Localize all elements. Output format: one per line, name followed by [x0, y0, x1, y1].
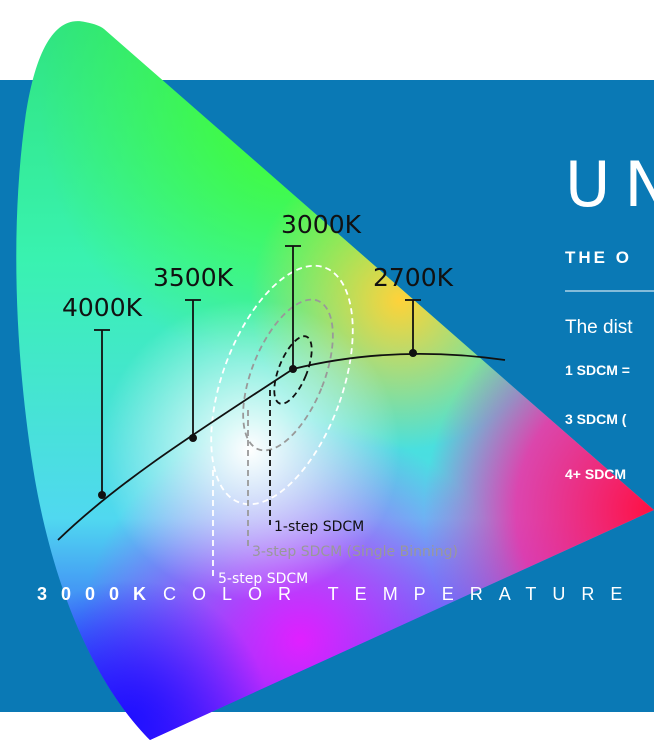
item: 3 SDCM ( [565, 411, 627, 427]
ellipse-label: 3-step SDCM (Single Binning) [252, 544, 458, 560]
intro-text: The dist [565, 317, 633, 338]
shape [242, 298, 334, 452]
item: 1 SDCM = [565, 362, 630, 378]
shape [409, 349, 417, 357]
shape [273, 335, 313, 405]
shape [57, 352, 506, 541]
shape [210, 264, 354, 506]
shape [98, 349, 417, 499]
ellipses [210, 264, 354, 578]
shape [189, 434, 197, 442]
shape [98, 491, 106, 499]
temperature-label: 3000K [281, 210, 362, 239]
temperature-label: 3500K [153, 263, 234, 292]
footer-highlight: 3000K [37, 584, 160, 604]
item: 4+ SDCM [565, 466, 626, 482]
footer-caption: COLOR TEMPERATURE [163, 584, 638, 604]
planckian-locus [57, 245, 506, 541]
shape [289, 365, 297, 373]
ellipse-label: 5-step SDCM [218, 571, 308, 587]
heading-subtitle: THE O [565, 248, 632, 267]
temperature-label: 4000K [62, 293, 143, 322]
ellipse-label: 1-step SDCM [274, 519, 364, 535]
heading-title: UN [565, 148, 654, 221]
temperature-label: 2700K [373, 263, 454, 292]
